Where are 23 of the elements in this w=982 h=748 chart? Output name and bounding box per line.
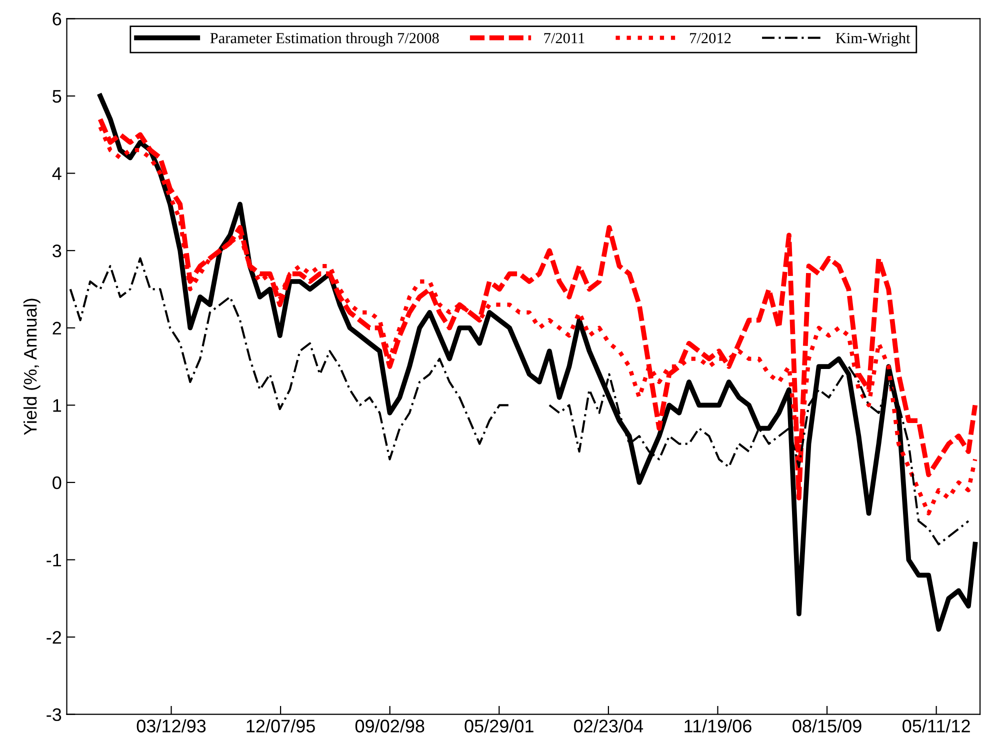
y-tick-label: 4 bbox=[52, 167, 62, 180]
y-tick-label: -2 bbox=[46, 630, 62, 644]
x-tick-label: 03/12/93 bbox=[136, 719, 206, 732]
y-tick-label: 1 bbox=[53, 399, 62, 412]
y-tick-label: 6 bbox=[52, 12, 62, 26]
x-tick-label: 02/23/04 bbox=[574, 719, 644, 732]
y-tick-label: 0 bbox=[52, 476, 62, 490]
x-tick-label: 08/15/09 bbox=[792, 719, 862, 732]
legend-label: Parameter Estimation through 7/2008 bbox=[210, 32, 439, 46]
x-tick-label: 11/19/06 bbox=[684, 719, 752, 732]
x-tick-label: 05/11/12 bbox=[902, 719, 970, 732]
y-axis-title: Yield (%, Annual) bbox=[23, 298, 40, 436]
x-tick-label: 12/07/95 bbox=[246, 719, 315, 732]
y-tick-label: 5 bbox=[52, 90, 62, 103]
legend-label: Kim-Wright bbox=[836, 32, 910, 46]
y-tick-label: 3 bbox=[52, 244, 62, 258]
legend-label: 7/2011 bbox=[544, 32, 584, 44]
legend-label: 7/2012 bbox=[690, 32, 731, 44]
y-tick-label: 2 bbox=[52, 322, 62, 334]
y-tick-label: -3 bbox=[46, 708, 62, 722]
x-tick-label: 09/02/98 bbox=[355, 719, 424, 732]
y-tick-label: -1 bbox=[46, 554, 62, 566]
x-tick-label: 05/29/01 bbox=[464, 719, 534, 732]
